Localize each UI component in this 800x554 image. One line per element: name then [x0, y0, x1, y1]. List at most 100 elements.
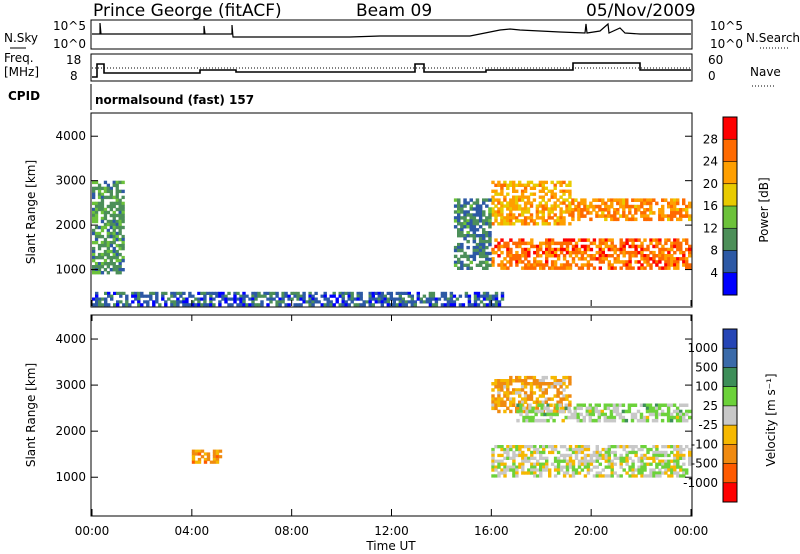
power-cell [509, 263, 513, 267]
power-cell [218, 291, 222, 295]
power-cell [453, 260, 458, 265]
power-cell [553, 250, 558, 255]
velocity-cell [509, 379, 513, 383]
power-cell [100, 204, 105, 209]
power-cell [548, 241, 552, 246]
power-cell [521, 250, 525, 255]
velocity-cell [675, 412, 680, 417]
power-cell [200, 291, 204, 295]
power-cell [386, 291, 390, 295]
power-cell [571, 201, 575, 206]
power-cell [548, 238, 552, 242]
power-cell [580, 238, 585, 242]
power-cell [109, 258, 113, 263]
velocity-cell [583, 445, 588, 449]
power-cell [497, 198, 501, 202]
power-cell [619, 260, 623, 264]
power-cell [460, 248, 464, 253]
velocity-cell [556, 456, 561, 460]
power-cell [613, 244, 617, 249]
power-cell [529, 186, 534, 190]
power-cell [520, 222, 525, 226]
velocity-cell [685, 418, 689, 423]
velocity-cell [595, 445, 599, 449]
velocity-cell [532, 391, 537, 395]
velocity-cell [666, 412, 671, 417]
power-cell [532, 219, 537, 223]
power-cell [457, 222, 461, 226]
power-cell [112, 234, 116, 239]
power-cell [625, 238, 629, 242]
power-cell [568, 254, 573, 258]
power-cell [592, 257, 597, 261]
power-cell [103, 180, 108, 185]
power-cell [532, 183, 537, 187]
velocity-cell [568, 465, 573, 469]
power-colorbar-swatch [723, 139, 737, 162]
power-cell [290, 291, 294, 295]
velocity-cell [615, 403, 620, 407]
velocity-cell [633, 403, 638, 407]
velocity-cell [506, 468, 510, 472]
power-cell [112, 246, 116, 251]
power-cell [320, 294, 324, 298]
velocity-cell [494, 465, 498, 469]
power-cell [482, 239, 486, 244]
power-cell [571, 250, 576, 255]
power-cell [544, 192, 548, 196]
date-title: 05/Nov/2009 [586, 1, 696, 21]
power-cell [242, 291, 246, 295]
power-cell [185, 297, 189, 301]
power-cell [652, 211, 656, 215]
power-cell [535, 210, 540, 214]
velocity-cell [571, 447, 576, 452]
power-cell [616, 257, 620, 261]
power-cell [670, 204, 674, 209]
nsky-label: N.Sky [4, 31, 38, 45]
power-cell [464, 291, 469, 295]
power-cell [676, 211, 680, 215]
power-cell [494, 303, 499, 307]
power-cell [278, 300, 282, 304]
velocity-cell [640, 474, 644, 478]
power-cell [115, 183, 119, 188]
power-cell [106, 255, 110, 260]
power-cell [622, 211, 626, 215]
velocity-cell [506, 388, 510, 392]
velocity-cell [542, 450, 546, 455]
power-cell [106, 189, 110, 194]
power-cell [374, 300, 378, 304]
power-cell [475, 228, 480, 232]
power-cell [476, 303, 481, 307]
power-cell [610, 263, 614, 267]
velocity-cell [537, 418, 541, 423]
power-cell [562, 219, 566, 223]
velocity-cell [521, 450, 525, 455]
velocity-cell [541, 400, 545, 404]
velocity-cell [619, 465, 623, 469]
power-cell [682, 260, 686, 264]
power-cell [661, 208, 665, 212]
power-cell [457, 234, 461, 238]
velocity-cell [550, 462, 555, 466]
nsearch-label: N.Search [746, 31, 800, 45]
velocity-cell [527, 471, 531, 475]
velocity-colorbar-swatch [723, 386, 737, 407]
power-cell [652, 254, 656, 258]
velocity-cell [523, 379, 528, 383]
power-cell [553, 201, 557, 205]
power-cell [661, 254, 665, 258]
velocity-cell [604, 474, 608, 478]
power-cell [100, 195, 105, 200]
power-cell [251, 300, 255, 304]
x-tick-label: 12:00 [374, 524, 409, 538]
velocity-cell [637, 456, 641, 460]
power-cell [92, 303, 96, 307]
power-cell [598, 208, 602, 212]
power-cell [460, 231, 464, 235]
power-cell [682, 238, 686, 242]
power-cell [619, 241, 623, 246]
power-cell [347, 291, 351, 295]
power-cell [100, 219, 105, 224]
power-cell [473, 300, 478, 304]
